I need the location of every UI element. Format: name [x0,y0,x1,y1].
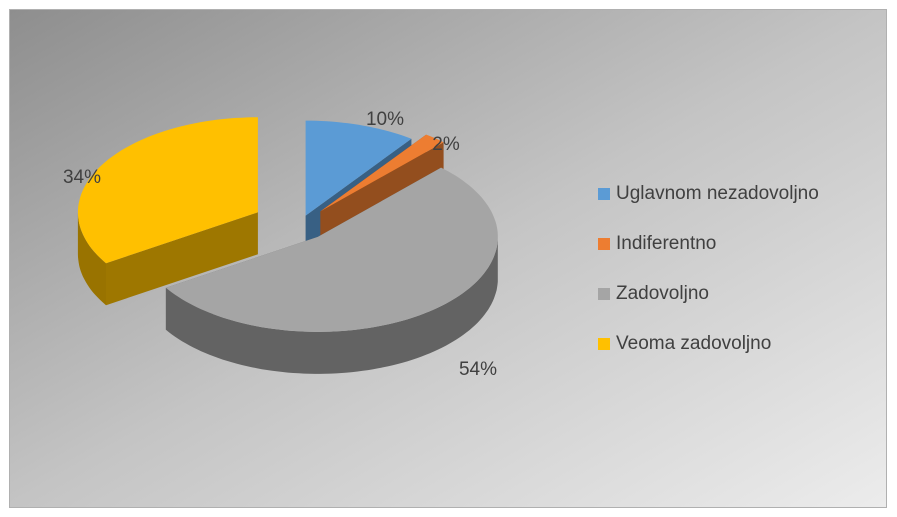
legend-label: Veoma zadovoljno [616,333,771,354]
data-label: 10% [366,109,404,130]
slice [77,117,258,264]
slice-side [106,212,258,306]
legend-label: Uglavnom nezadovoljno [616,183,819,204]
data-label: 34% [63,167,101,188]
slice-wall [77,212,106,306]
legend-label: Zadovoljno [616,283,709,304]
legend-swatch [598,288,610,300]
legend-swatch [598,188,610,200]
data-label: 54% [459,359,497,380]
legend-swatch [598,238,610,250]
slice [165,167,498,332]
legend-label: Indiferentno [616,233,716,254]
slice [305,120,412,216]
legend-swatch [598,338,610,350]
slice-wall [165,236,498,374]
slice [320,134,444,212]
data-label: 2% [432,134,460,155]
